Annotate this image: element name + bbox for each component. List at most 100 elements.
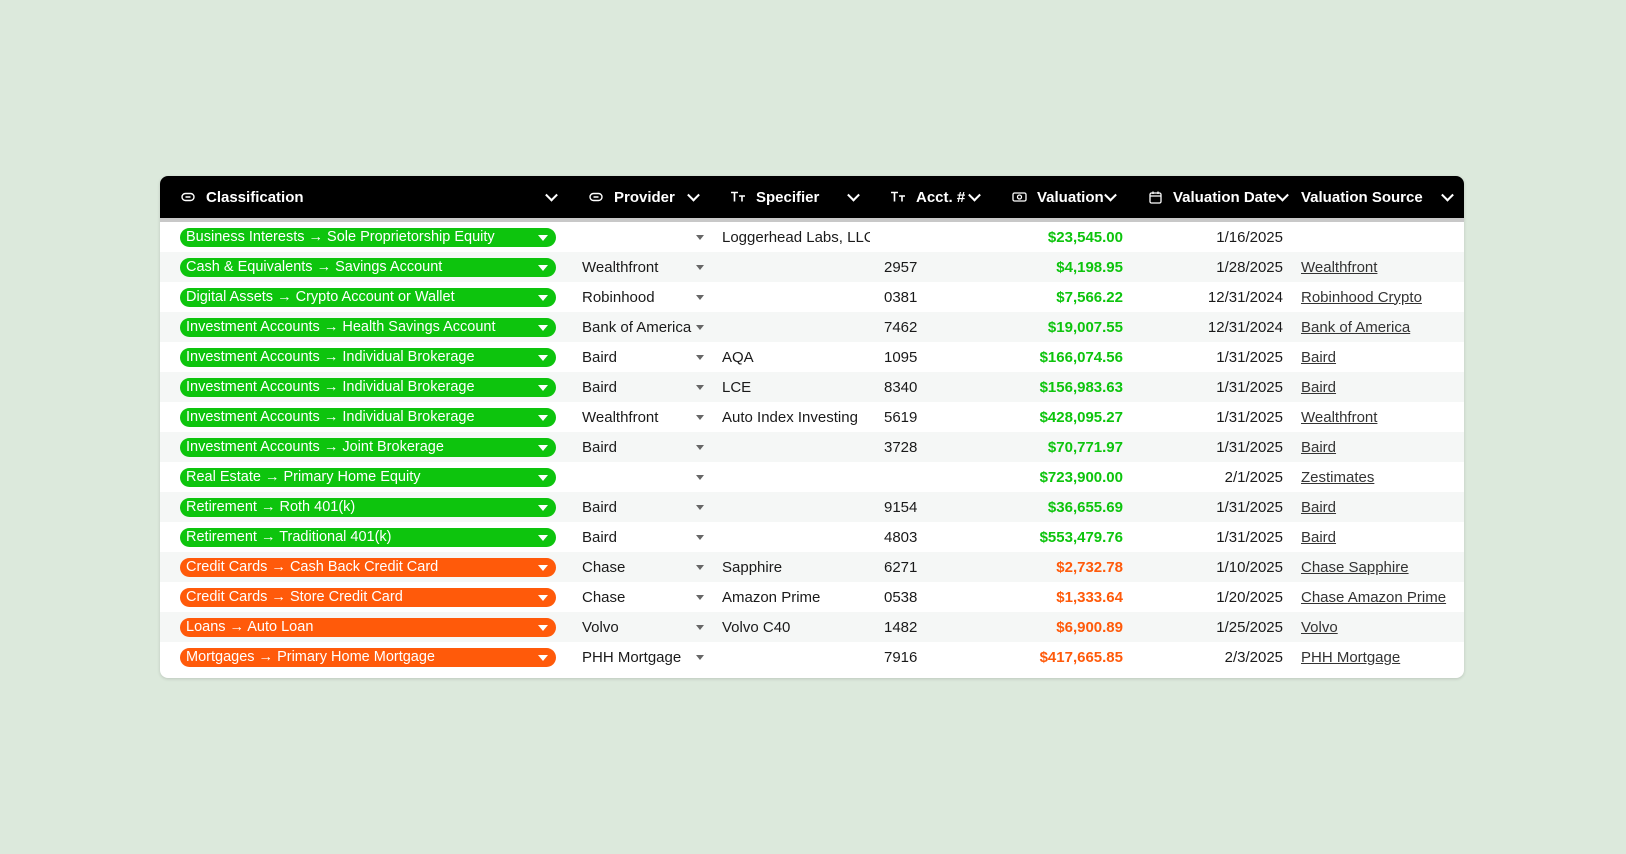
valuation-source-link[interactable]: Baird	[1301, 348, 1337, 366]
dropdown-arrow-icon[interactable]	[696, 235, 704, 240]
dropdown-arrow-icon[interactable]	[538, 594, 548, 601]
valuation-source-link[interactable]: Bank of America	[1301, 318, 1411, 336]
classification-cell[interactable]: Credit Cards → Cash Back Credit Card	[160, 552, 568, 582]
classification-select[interactable]: Retirement → Roth 401(k)	[180, 497, 556, 517]
classification-cell[interactable]: Investment Accounts → Individual Brokera…	[160, 402, 568, 432]
specifier-cell[interactable]: LCE	[710, 372, 870, 402]
account-cell[interactable]: 7462	[870, 312, 991, 342]
provider-cell[interactable]: Chase	[568, 582, 710, 612]
account-cell[interactable]: 4803	[870, 522, 991, 552]
valuation-source-link[interactable]: Robinhood Crypto	[1301, 288, 1422, 306]
account-cell[interactable]: 5619	[870, 402, 991, 432]
provider-cell[interactable]: Wealthfront	[568, 402, 710, 432]
account-cell[interactable]: 8340	[870, 372, 991, 402]
valuation-source-cell[interactable]	[1299, 222, 1464, 252]
valuation-date-cell[interactable]: 1/16/2025	[1127, 222, 1299, 252]
valuation-source-link[interactable]: Wealthfront	[1301, 408, 1378, 426]
provider-cell[interactable]: PHH Mortgage	[568, 642, 710, 672]
valuation-source-cell[interactable]: PHH Mortgage	[1299, 642, 1464, 672]
specifier-cell[interactable]	[710, 312, 870, 342]
classification-cell[interactable]: Retirement → Traditional 401(k)	[160, 522, 568, 552]
account-cell[interactable]: 0381	[870, 282, 991, 312]
dropdown-arrow-icon[interactable]	[538, 534, 548, 541]
valuation-source-cell[interactable]: Baird	[1299, 342, 1464, 372]
provider-cell[interactable]	[568, 222, 710, 252]
valuation-date-cell[interactable]: 1/31/2025	[1127, 402, 1299, 432]
classification-cell[interactable]: Investment Accounts → Health Savings Acc…	[160, 312, 568, 342]
dropdown-arrow-icon[interactable]	[538, 264, 548, 271]
provider-cell[interactable]: Volvo	[568, 612, 710, 642]
valuation-source-cell[interactable]: Chase Amazon Prime	[1299, 582, 1464, 612]
specifier-cell[interactable]: Amazon Prime	[710, 582, 870, 612]
provider-cell[interactable]: Chase	[568, 552, 710, 582]
dropdown-arrow-icon[interactable]	[696, 415, 704, 420]
valuation-cell[interactable]: $428,095.27	[991, 402, 1127, 432]
provider-cell[interactable]: Bank of America	[568, 312, 710, 342]
provider-cell[interactable]: Robinhood	[568, 282, 710, 312]
account-cell[interactable]: 1095	[870, 342, 991, 372]
account-cell[interactable]: 7916	[870, 642, 991, 672]
specifier-cell[interactable]: AQA	[710, 342, 870, 372]
provider-cell[interactable]: Baird	[568, 372, 710, 402]
dropdown-arrow-icon[interactable]	[696, 295, 704, 300]
dropdown-arrow-icon[interactable]	[696, 505, 704, 510]
classification-select[interactable]: Business Interests → Sole Proprietorship…	[180, 227, 556, 247]
valuation-cell[interactable]: $723,900.00	[991, 462, 1127, 492]
chevron-down-icon[interactable]	[545, 188, 558, 202]
valuation-cell[interactable]: $36,655.69	[991, 492, 1127, 522]
classification-cell[interactable]: Mortgages → Primary Home Mortgage	[160, 642, 568, 672]
dropdown-arrow-icon[interactable]	[696, 535, 704, 540]
classification-select[interactable]: Mortgages → Primary Home Mortgage	[180, 647, 556, 667]
valuation-cell[interactable]: $6,900.89	[991, 612, 1127, 642]
valuation-cell[interactable]: $156,983.63	[991, 372, 1127, 402]
specifier-cell[interactable]: Sapphire	[710, 552, 870, 582]
column-header-classification[interactable]: Classification	[160, 176, 568, 218]
dropdown-arrow-icon[interactable]	[538, 654, 548, 661]
account-cell[interactable]: 2957	[870, 252, 991, 282]
dropdown-arrow-icon[interactable]	[696, 355, 704, 360]
chevron-down-icon[interactable]	[847, 188, 860, 202]
valuation-source-cell[interactable]: Baird	[1299, 522, 1464, 552]
valuation-date-cell[interactable]: 1/31/2025	[1127, 432, 1299, 462]
classification-select[interactable]: Investment Accounts → Individual Brokera…	[180, 347, 556, 367]
valuation-source-cell[interactable]: Zestimates	[1299, 462, 1464, 492]
classification-cell[interactable]: Cash & Equivalents → Savings Account	[160, 252, 568, 282]
valuation-cell[interactable]: $553,479.76	[991, 522, 1127, 552]
classification-cell[interactable]: Investment Accounts → Joint Brokerage	[160, 432, 568, 462]
specifier-cell[interactable]: Loggerhead Labs, LLC	[710, 222, 870, 252]
dropdown-arrow-icon[interactable]	[696, 565, 704, 570]
valuation-date-cell[interactable]: 1/31/2025	[1127, 522, 1299, 552]
account-cell[interactable]: 3728	[870, 432, 991, 462]
valuation-source-link[interactable]: PHH Mortgage	[1301, 648, 1401, 666]
valuation-source-cell[interactable]: Chase Sapphire	[1299, 552, 1464, 582]
valuation-cell[interactable]: $23,545.00	[991, 222, 1127, 252]
classification-select[interactable]: Loans → Auto Loan	[180, 617, 556, 637]
chevron-down-icon[interactable]	[1441, 188, 1454, 202]
valuation-source-cell[interactable]: Wealthfront	[1299, 402, 1464, 432]
valuation-source-link[interactable]: Wealthfront	[1301, 258, 1378, 276]
specifier-cell[interactable]	[710, 252, 870, 282]
classification-cell[interactable]: Business Interests → Sole Proprietorship…	[160, 222, 568, 252]
dropdown-arrow-icon[interactable]	[696, 445, 704, 450]
dropdown-arrow-icon[interactable]	[538, 324, 548, 331]
valuation-cell[interactable]: $70,771.97	[991, 432, 1127, 462]
classification-select[interactable]: Investment Accounts → Individual Brokera…	[180, 377, 556, 397]
provider-cell[interactable]: Baird	[568, 342, 710, 372]
valuation-date-cell[interactable]: 12/31/2024	[1127, 282, 1299, 312]
valuation-cell[interactable]: $4,198.95	[991, 252, 1127, 282]
account-cell[interactable]: 0538	[870, 582, 991, 612]
provider-cell[interactable]: Baird	[568, 432, 710, 462]
dropdown-arrow-icon[interactable]	[538, 624, 548, 631]
classification-cell[interactable]: Digital Assets → Crypto Account or Walle…	[160, 282, 568, 312]
dropdown-arrow-icon[interactable]	[538, 354, 548, 361]
provider-cell[interactable]: Baird	[568, 522, 710, 552]
dropdown-arrow-icon[interactable]	[696, 385, 704, 390]
valuation-source-link[interactable]: Volvo	[1301, 618, 1338, 636]
column-header-provider[interactable]: Provider	[568, 176, 710, 218]
specifier-cell[interactable]	[710, 282, 870, 312]
classification-select[interactable]: Credit Cards → Store Credit Card	[180, 587, 556, 607]
dropdown-arrow-icon[interactable]	[696, 475, 704, 480]
valuation-source-link[interactable]: Baird	[1301, 528, 1337, 546]
classification-cell[interactable]: Investment Accounts → Individual Brokera…	[160, 342, 568, 372]
column-header-account[interactable]: Acct. #	[870, 176, 991, 218]
